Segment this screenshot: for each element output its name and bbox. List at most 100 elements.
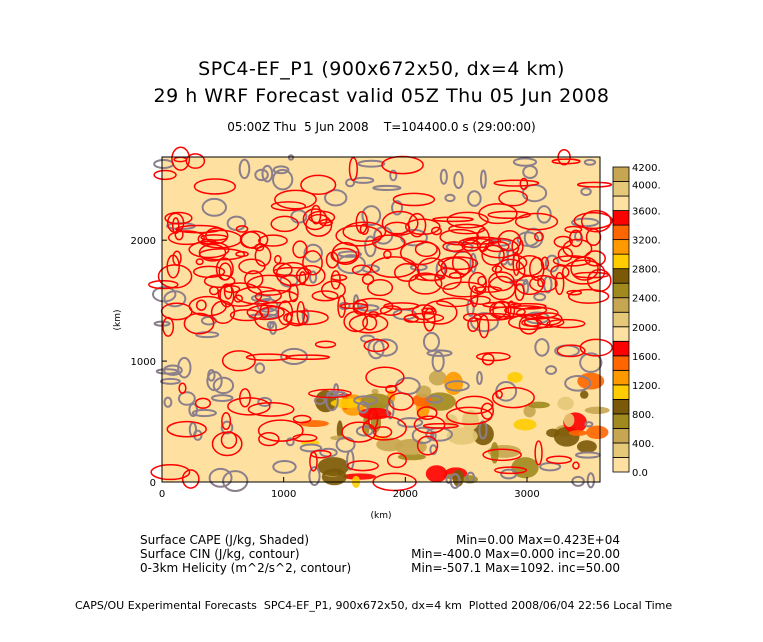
helicity-contour <box>421 300 458 325</box>
helicity-contour <box>399 240 441 266</box>
helicity-contour <box>388 392 414 411</box>
helicity-contour <box>258 432 280 447</box>
cin-contour <box>391 200 404 216</box>
helicity-contour <box>572 461 580 470</box>
helicity-contour <box>491 386 535 409</box>
cin-contour <box>177 391 196 406</box>
helicity-contour <box>392 192 436 207</box>
helicity-contour <box>492 300 512 321</box>
chart-subtitle: 29 h WRF Forecast valid 05Z Thu 05 Jun 2… <box>153 85 610 107</box>
helicity-contour <box>254 289 299 304</box>
legend-label-cin: Surface CIN (J/kg, contour) <box>140 547 300 561</box>
helicity-contour <box>455 395 494 415</box>
helicity-contour <box>321 280 346 300</box>
cin-contour <box>476 371 483 385</box>
helicity-contour <box>200 238 217 245</box>
helicity-contour <box>311 290 339 302</box>
helicity-contour <box>272 266 312 277</box>
helicity-contour <box>553 235 573 248</box>
helicity-contour <box>430 226 443 236</box>
helicity-contour <box>193 178 237 195</box>
helicity-contour <box>514 212 559 231</box>
helicity-contour <box>545 455 573 465</box>
helicity-contour <box>292 414 312 424</box>
helicity-contour <box>561 259 606 285</box>
helicity-contour <box>385 384 398 394</box>
colorbar-cell <box>612 195 630 211</box>
cape-patch <box>576 440 597 454</box>
cin-contour <box>191 408 217 418</box>
cin-contour <box>254 168 269 182</box>
helicity-contour <box>467 317 479 333</box>
helicity-contour <box>178 382 187 394</box>
helicity-contour <box>487 210 532 220</box>
cape-patch <box>580 390 589 399</box>
helicity-contour <box>240 230 269 249</box>
helicity-contour <box>481 353 495 366</box>
helicity-contour <box>245 353 291 362</box>
cape-patch <box>415 385 432 398</box>
x-tick-label: 2000 <box>393 489 418 500</box>
helicity-contour <box>272 262 293 278</box>
map-field <box>148 146 614 492</box>
helicity-contour <box>386 452 407 469</box>
cin-contour <box>449 473 461 490</box>
cin-contour <box>290 209 308 224</box>
cin-contour <box>324 189 348 207</box>
cin-contour <box>261 164 274 183</box>
helicity-contour <box>259 303 270 319</box>
cin-contour <box>353 395 379 406</box>
colorbar-label: 1200. <box>632 381 661 392</box>
helicity-contour <box>227 397 271 416</box>
helicity-contour <box>244 270 264 289</box>
helicity-contour <box>167 230 205 246</box>
cin-contour <box>357 400 369 414</box>
cin-contour <box>372 338 398 357</box>
cin-contour <box>309 270 318 284</box>
cin-contour <box>534 338 550 357</box>
cin-contour <box>536 205 552 224</box>
helicity-contour <box>308 388 352 399</box>
helicity-contour <box>233 294 244 303</box>
helicity-contour <box>258 234 288 247</box>
cin-contour <box>337 250 363 258</box>
helicity-contour <box>198 243 227 262</box>
cin-contour <box>522 164 538 179</box>
helicity-contour <box>270 215 299 233</box>
cin-contour <box>411 426 435 445</box>
helicity-contour <box>393 263 420 282</box>
cin-contour <box>431 350 445 373</box>
cin-contour <box>222 470 249 492</box>
helicity-contour <box>566 289 583 296</box>
helicity-contour <box>246 304 285 321</box>
colorbar-label: 3200. <box>632 236 661 247</box>
colorbar: 0.0 400. 800. 1200. 1600. 2000. 2400. 2800. 3200… <box>612 163 661 479</box>
cape-patch <box>425 465 448 483</box>
cape-patch <box>446 427 478 445</box>
helicity-contour <box>337 294 346 318</box>
cin-contour <box>516 231 540 247</box>
cin-contour <box>299 443 323 453</box>
helicity-contour <box>570 256 599 281</box>
cape-patch <box>568 430 588 436</box>
helicity-contour <box>414 241 438 258</box>
helicity-contour <box>181 469 200 489</box>
helicity-contour <box>497 230 522 252</box>
helicity-contour <box>383 302 420 310</box>
cin-contour <box>579 352 603 373</box>
helicity-contour <box>235 225 249 233</box>
helicity-contour <box>556 344 586 358</box>
cin-contour <box>439 168 448 185</box>
colorbar-cell <box>612 166 630 182</box>
helicity-contour <box>330 247 358 264</box>
helicity-contour <box>534 440 543 466</box>
cin-contour <box>580 187 592 197</box>
helicity-contour <box>277 300 294 326</box>
helicity-contour <box>546 318 586 329</box>
helicity-contour <box>480 402 494 420</box>
colorbar-label: 3600. <box>632 207 661 218</box>
helicity-contour <box>302 208 328 231</box>
helicity-contour <box>413 415 446 434</box>
cin-contour <box>201 197 228 217</box>
helicity-contour <box>507 314 551 331</box>
